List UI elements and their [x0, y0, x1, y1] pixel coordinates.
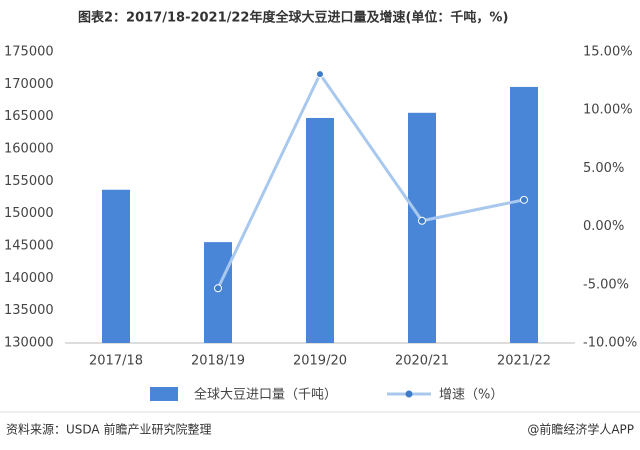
y-tick-label: 175000 [4, 45, 54, 60]
line-marker [316, 70, 324, 79]
x-tick-label: 2021/22 [497, 354, 551, 369]
line-marker [214, 284, 222, 293]
bar [204, 242, 232, 343]
x-tick-label: 2020/21 [395, 354, 449, 369]
bar [510, 86, 538, 344]
line-marker [418, 216, 426, 225]
bar [102, 189, 130, 343]
y-tick-label: 130000 [4, 336, 54, 351]
source-note: 资料来源：USDA 前瞻产业研究院整理 [6, 422, 211, 437]
y2-tick-label: -10.00% [583, 336, 637, 351]
y-tick-label: 170000 [4, 77, 54, 92]
y-tick-label: 160000 [4, 142, 54, 157]
y-tick-label: 150000 [4, 206, 54, 221]
legend-label: 全球大豆进口量（千吨） [194, 387, 337, 403]
line [216, 71, 525, 289]
legend-swatch-marker [405, 390, 413, 398]
y-tick-label: 165000 [4, 109, 54, 124]
legend-label: 增速（%） [439, 388, 503, 403]
y-tick-label: 145000 [4, 239, 54, 254]
y2-tick-label: 0.00% [583, 219, 624, 234]
y2-tick-label: 5.00% [583, 161, 624, 176]
y2-tick-label: 10.00% [583, 103, 633, 118]
y2-tick-label: -5.00% [583, 277, 629, 292]
y-tick-label: 140000 [4, 271, 54, 286]
line-marker [520, 195, 528, 204]
y-tick-label: 135000 [4, 303, 54, 318]
chart-title: 图表2：2017/18-2021/22年度全球大豆进口量及增速(单位：千吨，%) [78, 10, 508, 26]
x-tick-label: 2019/20 [293, 354, 347, 369]
bar [306, 117, 334, 344]
y-tick-label: 155000 [4, 174, 54, 189]
legend-swatch [150, 387, 178, 401]
y2-tick-label: 15.00% [583, 45, 633, 60]
bar [408, 112, 436, 343]
credit: @前瞻经济学人APP [527, 422, 634, 437]
x-tick-label: 2017/18 [89, 354, 143, 369]
x-tick-label: 2018/19 [191, 354, 245, 369]
